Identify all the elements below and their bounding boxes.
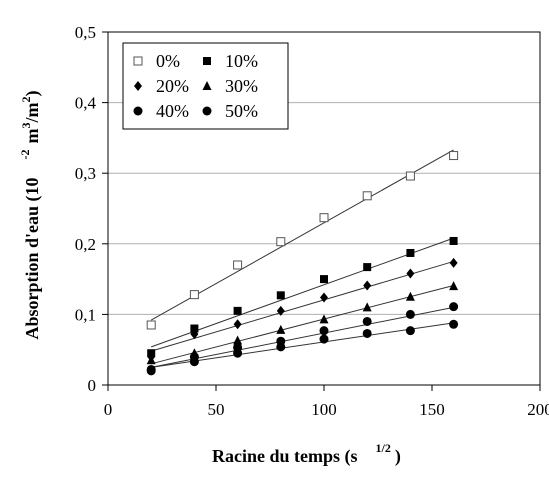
legend-marker bbox=[133, 56, 143, 66]
data-point bbox=[190, 329, 199, 340]
data-point bbox=[405, 171, 415, 181]
data-point bbox=[362, 316, 372, 326]
data-point bbox=[405, 309, 415, 319]
legend-marker bbox=[134, 81, 142, 91]
data-point bbox=[363, 263, 372, 272]
x-axis-title-exp: 1/2 bbox=[376, 441, 391, 455]
legend: 0% 10% 20% 30% 40% 50% bbox=[122, 42, 289, 130]
data-point bbox=[319, 314, 329, 324]
fit-line-5 bbox=[151, 322, 454, 368]
data-point bbox=[363, 280, 372, 291]
legend-label: 20% bbox=[156, 76, 189, 96]
fit-line-1 bbox=[151, 237, 454, 348]
data-point bbox=[276, 342, 286, 352]
data-point bbox=[320, 275, 328, 284]
data-point bbox=[319, 213, 329, 223]
data-points bbox=[146, 151, 459, 376]
data-point bbox=[190, 324, 199, 333]
data-point bbox=[449, 302, 459, 312]
data-point bbox=[449, 236, 458, 245]
data-point bbox=[233, 260, 243, 270]
x-tick-label: 0 bbox=[104, 400, 113, 419]
fit-line-2 bbox=[151, 260, 454, 352]
y-axis-title-unit: m bbox=[22, 128, 42, 143]
y-axis-title-exp3: 2 bbox=[19, 96, 33, 102]
legend-label: 0% bbox=[156, 51, 180, 71]
fit-line-4 bbox=[151, 306, 454, 368]
data-point bbox=[406, 248, 415, 257]
svg-text:Absorption d'eau (10-2m3/m2): Absorption d'eau (10 -2 m3/m2) bbox=[18, 90, 43, 339]
x-tick-label: 200 bbox=[527, 400, 549, 419]
y-tick-label: 0,1 bbox=[75, 305, 96, 324]
legend-marker bbox=[203, 57, 211, 65]
legend-label: 30% bbox=[225, 76, 258, 96]
legend-label: 10% bbox=[225, 51, 258, 71]
legend-marker bbox=[202, 106, 212, 116]
y-axis-title-slash: /m bbox=[22, 102, 42, 123]
axis-ticks: 0 0,1 0,2 0,3 0,4 0,5 0 50 100 150 200 bbox=[75, 23, 549, 419]
legend-marker bbox=[133, 106, 143, 116]
data-point bbox=[319, 326, 329, 336]
y-tick-label: 0,4 bbox=[75, 94, 97, 113]
data-point bbox=[406, 268, 415, 279]
data-point bbox=[362, 302, 372, 312]
data-point bbox=[449, 151, 459, 161]
data-point bbox=[189, 290, 199, 300]
data-point bbox=[362, 191, 372, 201]
data-point bbox=[405, 291, 415, 301]
data-point bbox=[146, 320, 156, 330]
data-point bbox=[146, 366, 156, 376]
legend-marker bbox=[202, 81, 212, 90]
x-tick-label: 100 bbox=[311, 400, 337, 419]
data-point bbox=[276, 291, 285, 300]
data-point bbox=[362, 328, 372, 338]
legend-label: 40% bbox=[156, 101, 189, 121]
x-tick-label: 50 bbox=[208, 400, 225, 419]
data-point bbox=[319, 334, 329, 344]
data-point bbox=[449, 319, 459, 329]
x-axis-title-close: ) bbox=[395, 446, 401, 467]
x-tick-label: 150 bbox=[419, 400, 445, 419]
y-tick-label: 0,2 bbox=[75, 235, 96, 254]
data-point bbox=[449, 281, 459, 291]
fit-lines bbox=[150, 149, 454, 368]
y-tick-label: 0 bbox=[88, 376, 97, 395]
data-point bbox=[233, 306, 242, 315]
x-axis-title: Racine du temps (s 1/2) bbox=[212, 441, 401, 467]
fit-line-3 bbox=[151, 284, 454, 365]
x-axis-title-main: Racine du temps (s bbox=[212, 446, 358, 467]
data-point bbox=[233, 319, 242, 330]
data-point bbox=[405, 326, 415, 336]
y-axis-title-exp1: -2 bbox=[18, 149, 32, 159]
y-axis-title-main: Absorption d'eau (10 bbox=[22, 177, 43, 339]
y-axis-title-close: ) bbox=[22, 90, 43, 96]
data-point bbox=[233, 348, 243, 358]
y-axis-title: Absorption d'eau (10 -2 m3/m2) bbox=[18, 90, 43, 339]
data-point bbox=[276, 237, 286, 247]
data-point bbox=[146, 355, 156, 365]
y-tick-label: 0,5 bbox=[75, 23, 96, 42]
svg-text:Racine du temps (s1/2): Racine du temps (s 1/2) bbox=[212, 441, 401, 467]
data-point bbox=[276, 324, 286, 334]
y-axis-title-exp2: 3 bbox=[19, 122, 33, 128]
data-point bbox=[449, 257, 458, 268]
fit-line-0 bbox=[150, 149, 454, 321]
legend-label: 50% bbox=[225, 101, 258, 121]
data-point bbox=[320, 292, 328, 303]
data-point bbox=[189, 357, 199, 367]
y-tick-label: 0,3 bbox=[75, 164, 96, 183]
data-point bbox=[233, 335, 243, 345]
data-point bbox=[276, 305, 285, 316]
